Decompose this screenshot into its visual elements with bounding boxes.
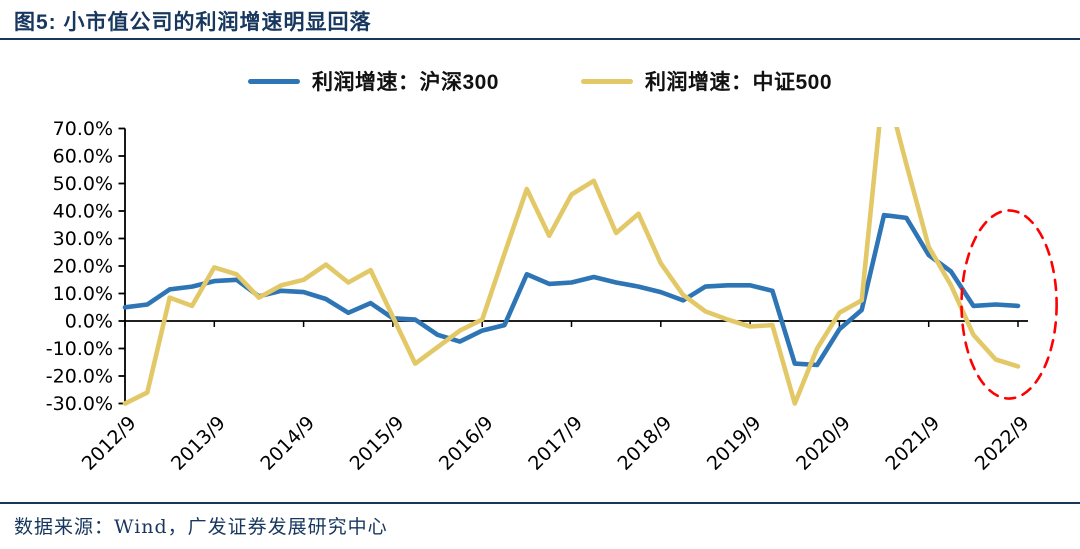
zz500-line-swatch (581, 78, 633, 84)
highlight-ellipse-annotation (960, 209, 1058, 400)
axis-labels-layer: 70.0% 60.0% 50.0% 40.0% 30.0% 20.0% 10.0% 0.0% -… (46, 118, 1034, 475)
x-axis-tick-label: 2014/9 (256, 412, 319, 475)
y-axis-tick-label: 20.0% (53, 256, 113, 278)
y-axis-tick-label: -10.0% (46, 338, 113, 360)
title-divider-line (0, 38, 1080, 40)
x-axis-tick-label: 2012/9 (78, 412, 141, 475)
x-axis-tick-label: 2019/9 (703, 412, 766, 475)
footer-divider-line (0, 502, 1080, 504)
y-axis-tick-label: 0.0% (65, 311, 113, 333)
annotation-layer (960, 209, 1058, 400)
legend-label-hs300: 利润增速：沪深300 (311, 71, 499, 94)
x-axis-tick-label: 2022/9 (971, 412, 1034, 475)
y-axis-tick-label: 60.0% (53, 146, 113, 168)
y-axis-tick-label: 70.0% (53, 118, 113, 140)
x-axis-tick-label: 2020/9 (792, 412, 855, 475)
zz500-series-line (122, 127, 1021, 406)
chart-legend: 利润增速：沪深300 利润增速：中证500 (0, 66, 1080, 96)
hs300-series-line (122, 212, 1021, 368)
axes-layer (118, 127, 1028, 405)
hs300-line-swatch (247, 78, 300, 84)
x-axis-tick-label: 2018/9 (614, 412, 677, 475)
page-title: 图5: 小市值公司的利润增速明显回落 (14, 11, 372, 34)
x-axis-tick-label: 2015/9 (346, 412, 409, 475)
y-axis-tick-label: 50.0% (53, 173, 113, 195)
data-source-note: 数据来源：Wind，广发证券发展研究中心 (14, 516, 388, 538)
y-axis-tick-label: 10.0% (53, 283, 113, 305)
legend-label-zz500: 利润增速：中证500 (645, 71, 833, 94)
x-axis-tick-label: 2013/9 (167, 412, 230, 475)
legend-item-hs300: 利润增速：沪深300 (247, 66, 499, 96)
y-axis-tick-label: 40.0% (53, 201, 113, 223)
y-axis-tick-label: -20.0% (46, 366, 113, 388)
legend-item-zz500: 利润增速：中证500 (581, 66, 832, 96)
x-axis-tick-label: 2017/9 (524, 412, 587, 475)
y-axis-tick-label: -30.0% (46, 393, 113, 415)
series-layer (122, 127, 1021, 406)
y-axis-tick-label: 30.0% (53, 228, 113, 250)
x-axis-tick-label: 2016/9 (435, 412, 498, 475)
x-axis-tick-label: 2021/9 (881, 412, 944, 475)
